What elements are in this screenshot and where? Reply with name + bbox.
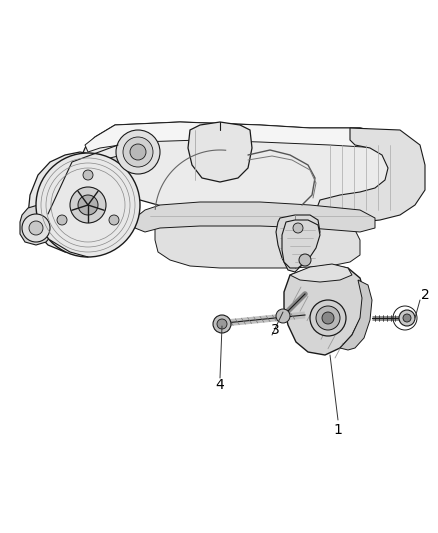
Polygon shape	[85, 122, 415, 155]
Circle shape	[22, 214, 50, 242]
Polygon shape	[88, 153, 142, 182]
Circle shape	[116, 130, 160, 174]
Polygon shape	[284, 265, 365, 355]
Circle shape	[322, 312, 334, 324]
Polygon shape	[340, 280, 372, 350]
Polygon shape	[290, 264, 352, 282]
Circle shape	[213, 315, 231, 333]
Polygon shape	[20, 205, 52, 245]
Polygon shape	[188, 122, 252, 182]
Circle shape	[217, 319, 227, 329]
Circle shape	[123, 137, 153, 167]
Polygon shape	[80, 122, 420, 215]
Circle shape	[130, 144, 146, 160]
Circle shape	[70, 187, 106, 223]
Circle shape	[310, 300, 346, 336]
Circle shape	[57, 215, 67, 225]
Text: 4: 4	[215, 378, 224, 392]
Circle shape	[316, 306, 340, 330]
Polygon shape	[28, 152, 108, 252]
Text: 2: 2	[420, 288, 429, 302]
Circle shape	[78, 195, 98, 215]
Circle shape	[109, 215, 119, 225]
Circle shape	[29, 221, 43, 235]
Circle shape	[399, 310, 415, 326]
Polygon shape	[276, 215, 320, 272]
Text: 1: 1	[334, 423, 343, 437]
Circle shape	[403, 314, 411, 322]
Text: 3: 3	[271, 323, 279, 337]
Circle shape	[276, 309, 290, 323]
Polygon shape	[315, 128, 425, 222]
Circle shape	[299, 254, 311, 266]
Circle shape	[36, 153, 140, 257]
Polygon shape	[135, 202, 375, 232]
Circle shape	[293, 223, 303, 233]
Polygon shape	[282, 220, 320, 268]
Circle shape	[83, 170, 93, 180]
Polygon shape	[155, 224, 360, 268]
